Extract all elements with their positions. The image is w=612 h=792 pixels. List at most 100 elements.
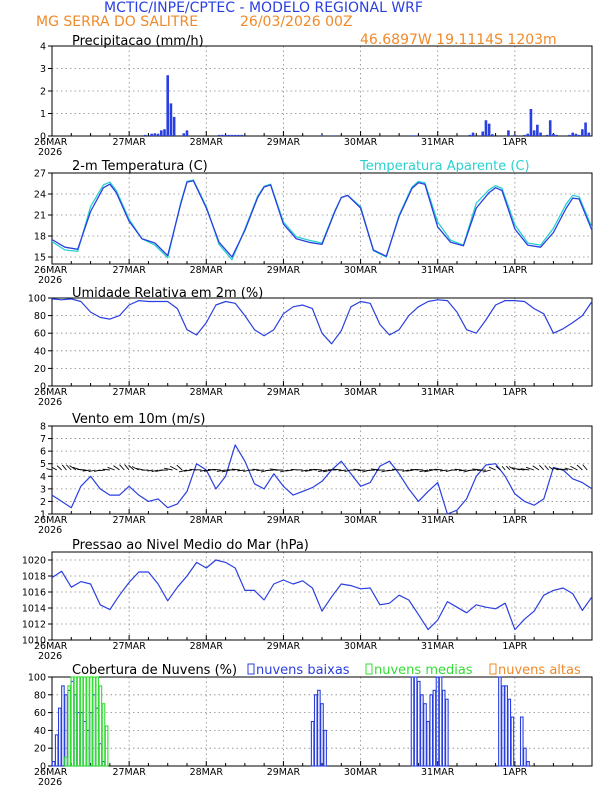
- precip-bar: [545, 134, 549, 136]
- wind-arrow: [119, 464, 125, 471]
- pres-ytick-label: 1018: [22, 572, 46, 583]
- wind-arrow: [515, 468, 525, 471]
- rh-frame: [51, 297, 593, 387]
- clouds-title: Cobertura de Nuvens (%): [72, 663, 237, 678]
- wind-arrow: [131, 466, 139, 471]
- wind-ytick-label: 5: [40, 459, 46, 470]
- precip-bar: [584, 122, 587, 136]
- wind-arrow: [458, 469, 467, 472]
- precip-bar: [555, 134, 558, 136]
- wind-xlabel: 29MAR: [267, 515, 301, 526]
- precip-ytick-label: 1: [40, 109, 46, 120]
- precip-bar: [185, 130, 189, 136]
- cloud-bar-nuvens-medias: [67, 685, 71, 767]
- cloud-bar-nuvens-baixas: [504, 685, 508, 767]
- precip-bar: [587, 132, 591, 136]
- pres-xlabel-year: 2026: [38, 651, 62, 662]
- cloud-bar-nuvens-medias: [73, 676, 78, 767]
- wind-arrow: [495, 465, 501, 471]
- temp-xlabel: 27MAR: [112, 265, 146, 276]
- precip-bar: [536, 124, 539, 136]
- precip-bar: [484, 120, 488, 136]
- wind-arrow: [525, 466, 535, 471]
- precip-bar: [513, 134, 517, 136]
- header-station: MG SERRA DO SALITRE: [36, 14, 198, 30]
- wind-arrow: [124, 464, 130, 471]
- wind-arrow: [102, 468, 110, 471]
- wind-arrow: [256, 469, 265, 471]
- precip-panel: 0 1 2 3 4 26MAR 27MAR 28MAR 29MAR 30MAR 31MAR 1APR 2…: [34, 34, 593, 158]
- clouds-xlabel-year: 2026: [38, 777, 62, 788]
- cloud-bar-nuvens-baixas: [507, 698, 512, 767]
- pres-xlabel: 30MAR: [344, 641, 378, 652]
- wind-arrow: [520, 468, 530, 471]
- clouds-xlabel: 27MAR: [112, 767, 146, 778]
- pres-xlabel: 1APR: [502, 641, 527, 652]
- wind-arrow: [176, 464, 183, 471]
- precip-xlabel: 26MAR: [34, 137, 68, 148]
- cloud-bar-nuvens-baixas: [323, 729, 327, 767]
- temp-xlabel: 29MAR: [267, 265, 301, 276]
- wind-arrow: [107, 466, 115, 471]
- cloud-bar-nuvens-baixas: [313, 694, 318, 767]
- wind-arrow: [472, 468, 482, 471]
- precip-bar: [581, 129, 584, 136]
- rh-panel: 0 20 40 60 80 100 26MAR 27MAR 28MAR 29MAR 30MAR 31M…: [28, 286, 593, 408]
- pres-ytick-label: 1020: [22, 556, 46, 567]
- cloud-bar-nuvens-medias: [95, 676, 100, 767]
- wind-arrow: [402, 469, 409, 472]
- precip-bar: [237, 134, 240, 136]
- wind-arrow: [482, 469, 491, 473]
- wind-arrow: [424, 469, 433, 473]
- wind-arrow: [570, 465, 578, 471]
- wind-arrow: [264, 469, 274, 472]
- wind-ytick-label: 2: [40, 497, 46, 508]
- clouds-ytick-label: 0: [40, 762, 46, 773]
- precip-bar: [169, 103, 173, 136]
- temp-xlabel-year: 2026: [38, 275, 62, 286]
- rh-xlabel: 29MAR: [267, 387, 301, 398]
- wind-xlabel: 1APR: [502, 515, 527, 526]
- precip-bar: [471, 132, 475, 136]
- clouds-xlabel: 30MAR: [344, 767, 378, 778]
- precip-xlabel: 31MAR: [421, 137, 455, 148]
- rh-xlabel: 28MAR: [190, 387, 224, 398]
- wind-arrow: [82, 469, 91, 472]
- rh-ytick-label: 20: [34, 364, 46, 375]
- precip-bar: [153, 133, 157, 136]
- clouds-ytick-label: 60: [34, 708, 46, 719]
- precip-bar: [156, 133, 160, 136]
- precip-ytick-label: 4: [40, 42, 46, 53]
- wind-arrow: [552, 467, 559, 471]
- precip-xlabel: 28MAR: [190, 137, 224, 148]
- cloud-bar-nuvens-medias: [64, 756, 68, 767]
- cloud-bar-nuvens-baixas: [501, 685, 505, 767]
- wind-arrow: [69, 465, 77, 471]
- precip-bar: [577, 134, 581, 136]
- wind-xlabel: 31MAR: [421, 515, 455, 526]
- precip-bar: [227, 134, 231, 136]
- cloud-bar-nuvens-baixas: [441, 689, 446, 767]
- clouds-ytick-label: 100: [28, 673, 46, 684]
- precip-bar: [539, 132, 542, 136]
- rh-ytick-label: 40: [34, 346, 46, 357]
- wind-arrow: [419, 469, 429, 473]
- header-run: 26/03/2026 00Z: [240, 14, 353, 30]
- temp-panel: 15 18 21 24 27 26MAR 27MAR 28MAR 29MAR 30MAR 31MAR…: [34, 159, 593, 286]
- apparent-temp-line: [51, 179, 593, 261]
- cloud-bar-nuvens-baixas: [526, 760, 530, 767]
- wind-ytick-label: 4: [40, 472, 46, 483]
- precip-bar: [526, 133, 530, 136]
- wind-arrow: [333, 468, 342, 471]
- cloud-bar-nuvens-medias: [76, 676, 81, 767]
- wind-arrow: [169, 465, 178, 471]
- wind-arrow: [544, 465, 549, 471]
- precip-xlabel: 27MAR: [112, 137, 146, 148]
- wind-arrow: [406, 469, 414, 472]
- precip-bar: [481, 131, 485, 136]
- rh-xlabel-year: 2026: [38, 397, 62, 408]
- clouds-ytick-label: 80: [34, 690, 46, 701]
- temp-ytick-label: 24: [34, 190, 46, 201]
